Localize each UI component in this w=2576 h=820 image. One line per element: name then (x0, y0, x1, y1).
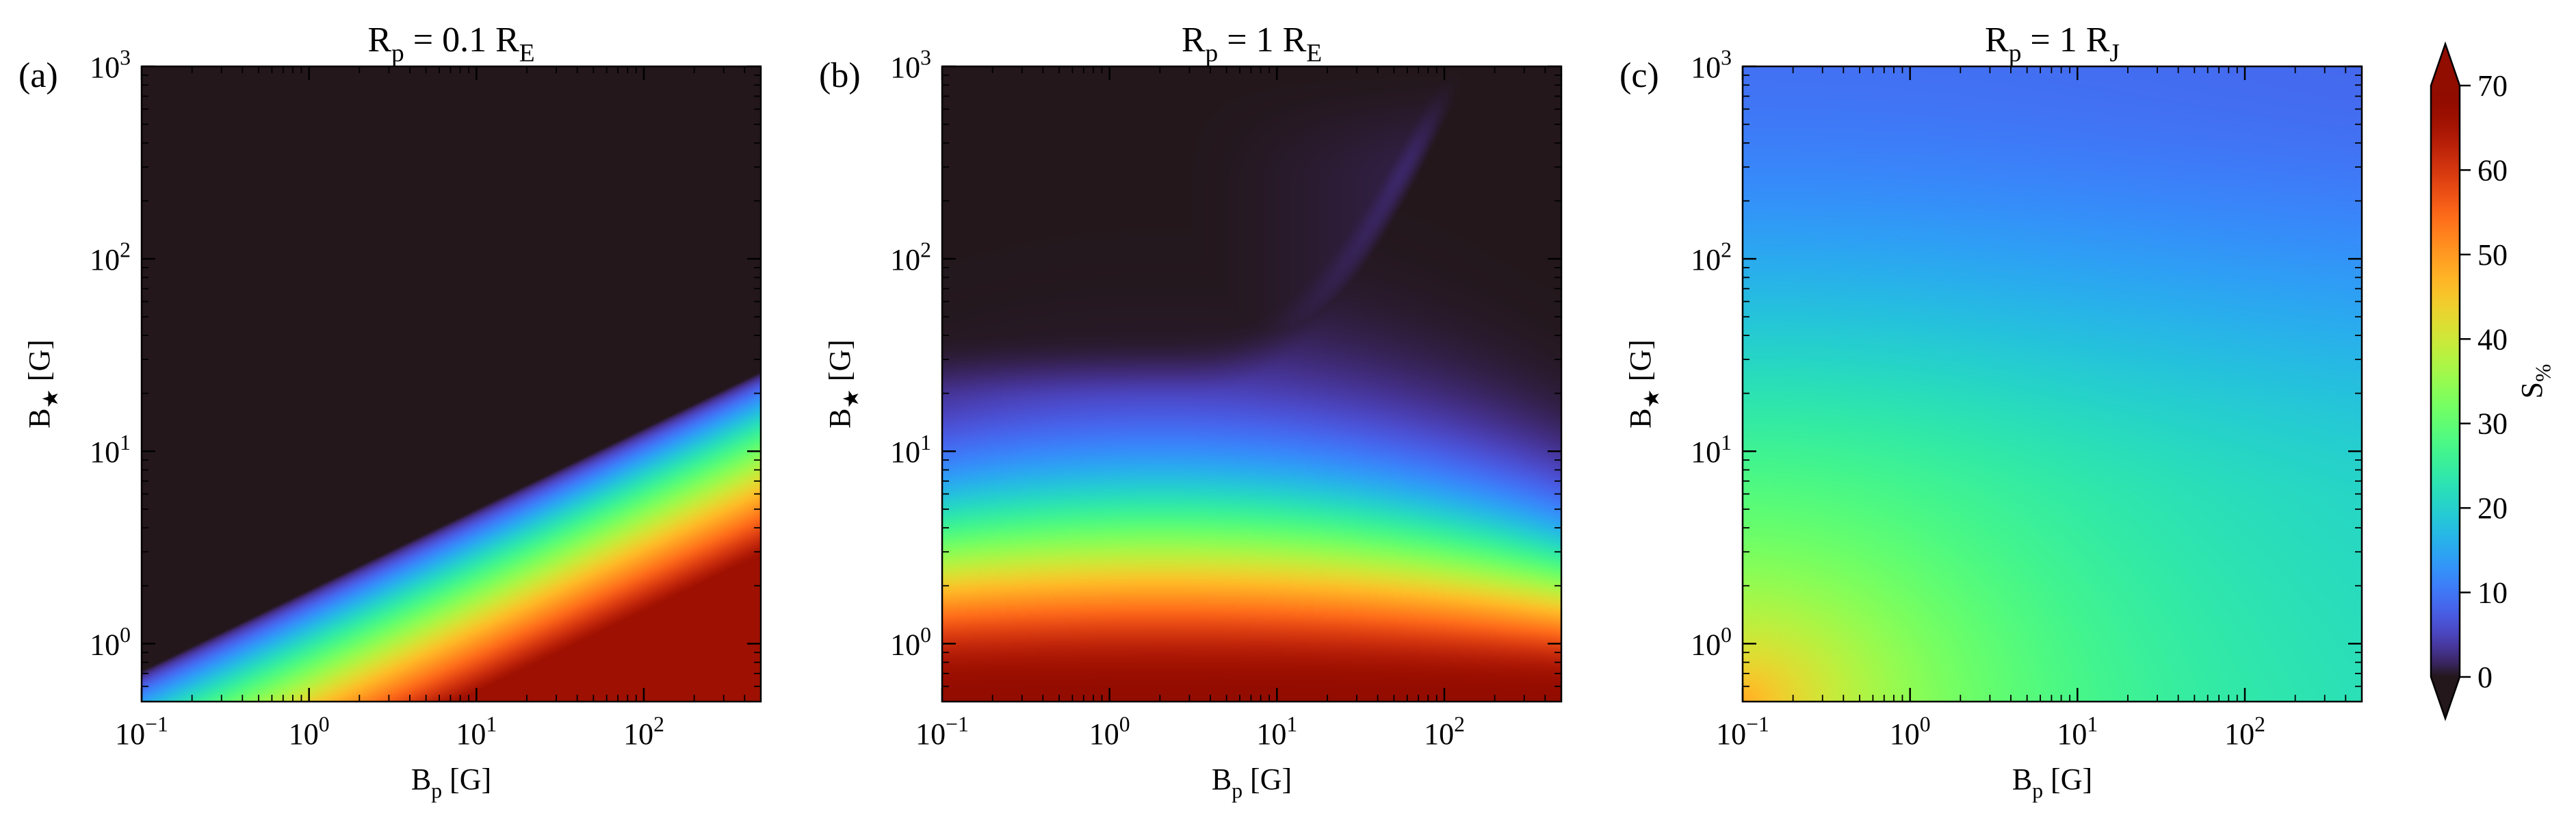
y-tick-label: 100 (890, 623, 931, 661)
colorbar-tick-label: 0 (2477, 661, 2493, 694)
axes-frame (1741, 65, 2363, 703)
y-tick-label: 101 (90, 431, 131, 469)
axes-frame (941, 65, 1563, 703)
x-tick-label: 100 (1890, 713, 1931, 751)
x-tick-label: 102 (2224, 713, 2265, 751)
panel-label: (b) (819, 56, 861, 95)
heatmap-image (942, 66, 1561, 702)
x-axis-label: Bp [G] (1212, 763, 1292, 802)
x-tick-label: 10−1 (1716, 713, 1769, 751)
x-tick-label: 101 (2057, 713, 2098, 751)
panels: 10−1 100 101 102 100 101 102 103 (a) Rp = 0.1 RE B… (18, 21, 2363, 802)
x-tick-label: 10−1 (915, 713, 969, 751)
tick-marks (941, 65, 1562, 702)
x-tick-label: 101 (1256, 713, 1297, 751)
panel-label: (c) (1619, 56, 1659, 95)
colorbar-label: S% (2515, 364, 2555, 399)
colorbar-gradient (2431, 86, 2460, 677)
colorbar-extend-top (2431, 44, 2460, 86)
panel-label: (a) (18, 56, 58, 95)
heatmap-image (1743, 66, 2362, 702)
y-axis-label: B★ [G] (23, 339, 62, 428)
panel-c: 10−1 100 101 102 100 101 102 103 (c) Rp = 1 RJ Bp … (1619, 21, 2363, 802)
x-tick-label: 100 (1089, 713, 1130, 751)
y-tick-label: 103 (890, 46, 931, 84)
tick-marks (140, 65, 762, 702)
colorbar-tick-label: 40 (2477, 322, 2508, 356)
x-axis-label: Bp [G] (2012, 763, 2092, 802)
panel-a: 10−1 100 101 102 100 101 102 103 (a) Rp = 0.1 RE B… (18, 21, 762, 802)
y-tick-label: 100 (90, 623, 131, 661)
y-tick-label: 103 (90, 46, 131, 84)
y-tick-label: 102 (90, 238, 131, 277)
y-tick-label: 101 (1691, 431, 1732, 469)
y-tick-label: 102 (1691, 238, 1732, 277)
tick-marks (1741, 65, 2363, 702)
panel-title: Rp = 1 RE (1182, 21, 1322, 68)
y-tick-label: 101 (890, 431, 931, 469)
panel-title: Rp = 0.1 RE (367, 21, 534, 68)
panel-title: Rp = 1 RJ (1985, 21, 2120, 68)
x-tick-label: 10−1 (115, 713, 168, 751)
colorbar-tick-label: 50 (2477, 238, 2508, 272)
colorbar: 0 10 20 30 40 50 60 70 S% (2430, 41, 2555, 721)
heatmap-image (142, 66, 761, 702)
x-tick-label: 101 (456, 713, 497, 751)
x-tick-label: 102 (1424, 713, 1465, 751)
x-tick-label: 102 (623, 713, 664, 751)
x-tick-label: 100 (289, 713, 330, 751)
colorbar-tick-label: 70 (2477, 69, 2508, 103)
colorbar-tick-label: 30 (2477, 407, 2508, 441)
axes-frame (140, 65, 762, 703)
x-axis-label: Bp [G] (411, 763, 491, 802)
y-tick-label: 102 (890, 238, 931, 277)
colorbar-tick-label: 60 (2477, 153, 2508, 187)
y-tick-label: 103 (1691, 46, 1732, 84)
colorbar-tick-label: 20 (2477, 491, 2508, 525)
y-axis-label: B★ [G] (823, 339, 863, 428)
y-tick-label: 100 (1691, 623, 1732, 661)
colorbar-extend-bottom (2431, 677, 2460, 719)
panel-b: 10−1 100 101 102 100 101 102 103 (b) Rp = 1 RE Bp … (819, 21, 1563, 802)
y-axis-label: B★ [G] (1624, 339, 1663, 428)
colorbar-tick-label: 10 (2477, 576, 2508, 610)
